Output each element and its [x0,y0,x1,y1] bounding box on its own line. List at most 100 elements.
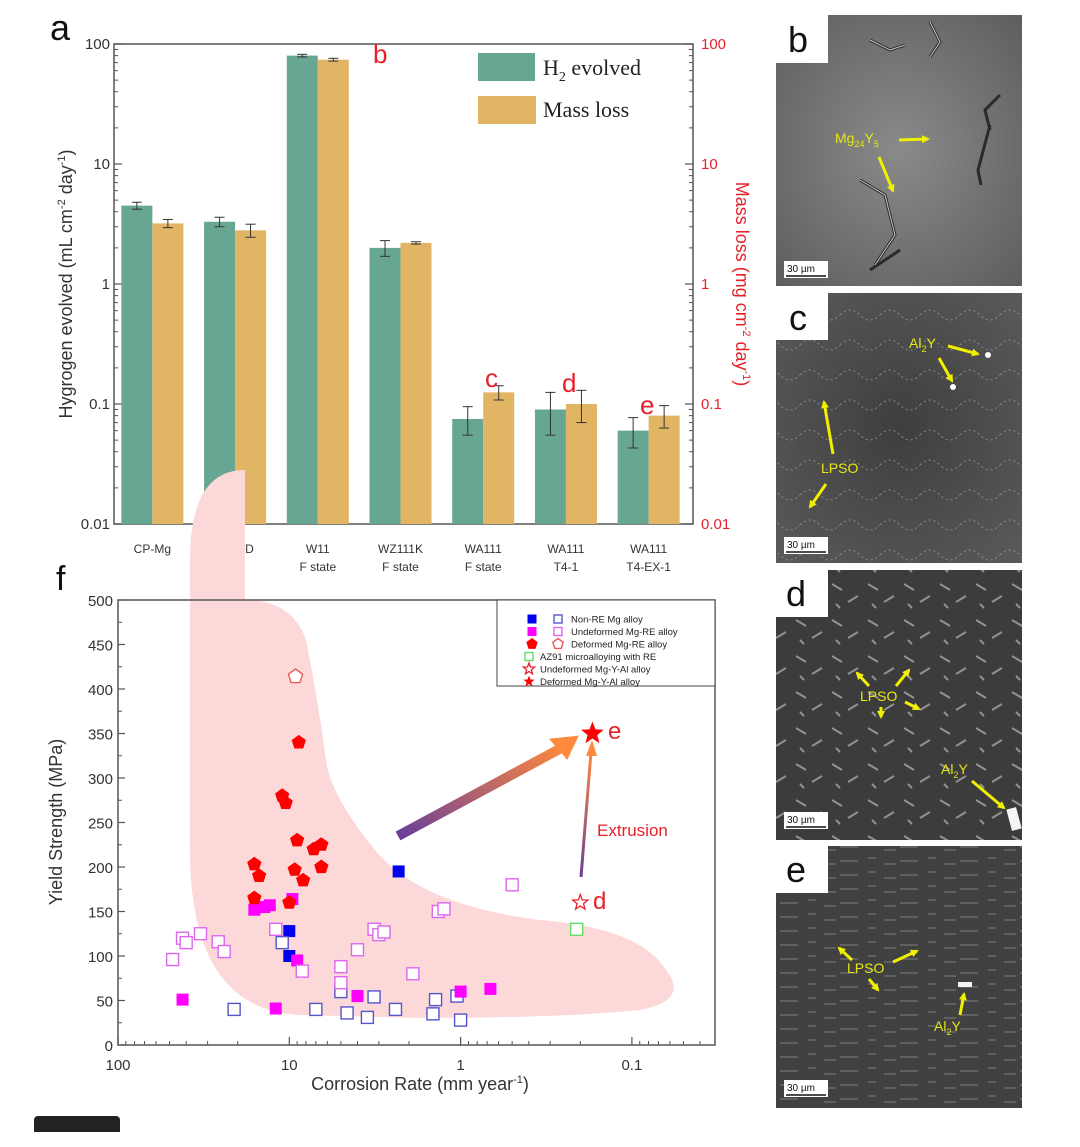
bar-annotation-d: d [562,368,576,398]
y-axis-title-a-right: Mass loss (mg cm-2 day-1) [732,182,752,387]
scatter-annotation-e: e [608,718,621,745]
scatter-point [309,1002,323,1017]
bar-h2 [286,55,318,524]
y-tick-label: 10 [93,156,110,173]
micrograph-d-arrow-4 [904,700,921,711]
scatter-point [269,922,283,936]
scatter-point [248,903,261,916]
bar-mass-loss [400,242,432,524]
scale-bar-c-bg [784,537,828,554]
scatter-point [388,1002,403,1017]
bars-a [121,53,680,524]
scatter-point [377,925,391,939]
scatter-point [360,1010,375,1025]
scatter-point [227,1002,241,1017]
extrusion-arrow [579,740,597,878]
legend-label: Undeformed Mg-Y-Al alloy [540,665,651,676]
micrograph-c-arrow-2 [937,357,954,383]
micrograph-b-arrow-1 [898,135,930,144]
scatter-point [428,992,443,1007]
y-tick-label: 1 [102,276,110,293]
y-right-tick-label: 100 [701,36,726,53]
scale-bar-b-label: 30 µm [787,264,815,275]
y-right-tick-label: 1 [701,276,709,293]
category-label: T4-EX-1 [626,560,671,574]
bar-mass-loss [152,223,184,524]
region-shading [190,470,674,1018]
y-axis-title-f: Yield Strength (MPa) [46,739,66,905]
extrusion-arrow-shaft [579,751,593,878]
y-right-tick-label: 0.1 [701,396,722,413]
scatter-point [340,1006,354,1020]
micrograph-c-arrow-1 [947,344,980,357]
legend-label: Deformed Mg-Y-Al alloy [540,677,640,688]
category-label: WA111 [630,542,667,556]
y-tick-label: 200 [88,860,113,877]
scatter-point [275,935,289,950]
category-label: T4-1 [554,560,579,574]
scatter-point [252,868,267,882]
scatter-point [290,832,305,847]
scatter-point [570,892,590,911]
scatter-point [484,982,497,995]
micrograph-b-highlights [859,21,941,266]
y-tick-label: 400 [88,682,113,699]
x-axis-title-f: Corrosion Rate (mm year-1) [311,1074,529,1094]
scatter-point [295,964,309,978]
legend-marker [553,626,563,637]
micrograph-b-phase-label: Mg24Y5 [835,130,879,149]
category-label: WZ111K [378,542,423,556]
bar-annotation-c: c [485,363,498,393]
scatter-point [217,944,231,959]
legend-marker [523,675,535,687]
y-tick-label: 500 [88,593,113,610]
scatter-point [453,1013,468,1027]
micrograph-e-arrow-2 [892,949,919,964]
bar-annotation-e: e [640,390,654,420]
y-tick-label: 350 [88,727,113,744]
scatter-point [351,990,364,1003]
bar-mass-loss [317,59,349,524]
scatter-point [314,859,329,874]
scatter-point [367,990,381,1004]
category-label: W11 [306,542,330,556]
extrusion-arrowhead [586,740,597,756]
scale-bar-d-label: 30 µm [787,815,815,826]
scatter-point [165,952,180,967]
scatter-point [570,922,584,936]
micrograph-e-lpso-label: LPSO [847,960,884,976]
scatter-annotations: ed [593,718,621,915]
scatter-point [291,734,306,749]
scatter-point [437,902,451,916]
micrograph-d-lpso-label: LPSO [860,688,897,704]
strength-arrow [395,735,579,841]
scale-bar-e-label: 30 µm [787,1083,815,1094]
category-label: WA111 [547,542,584,556]
bar-h2 [452,418,484,524]
legend-label: AZ91 microalloying with RE [540,652,656,663]
bar-mass-loss [483,392,515,524]
bar-mass-loss [648,415,680,524]
scatter-point [247,890,262,905]
bar-h2 [369,247,401,524]
micrograph-d-arrow-2 [894,668,911,687]
micrograph-e-arrow-4 [958,992,967,1016]
panel-letter-d: d [786,573,806,614]
micrograph-c-label-bg [776,293,828,340]
micrograph-e-particle [958,982,972,987]
scatter-point [392,865,405,878]
y-tick-label: 150 [88,905,113,922]
scatter-point [193,927,208,941]
category-label: F state [299,560,336,574]
bottom-badge [34,1116,120,1132]
bar-mass-loss [565,404,597,524]
micrograph-b-arrow-2 [877,156,895,193]
micrograph-d-label-bg [776,570,828,617]
panel-letter-e: e [786,849,806,890]
micrograph-e-al2y-label: Al2Y [934,1018,961,1037]
micrograph-c-arrow-4 [808,483,828,509]
panel-letter-c: c [789,297,807,338]
scatter-points [165,668,604,1027]
